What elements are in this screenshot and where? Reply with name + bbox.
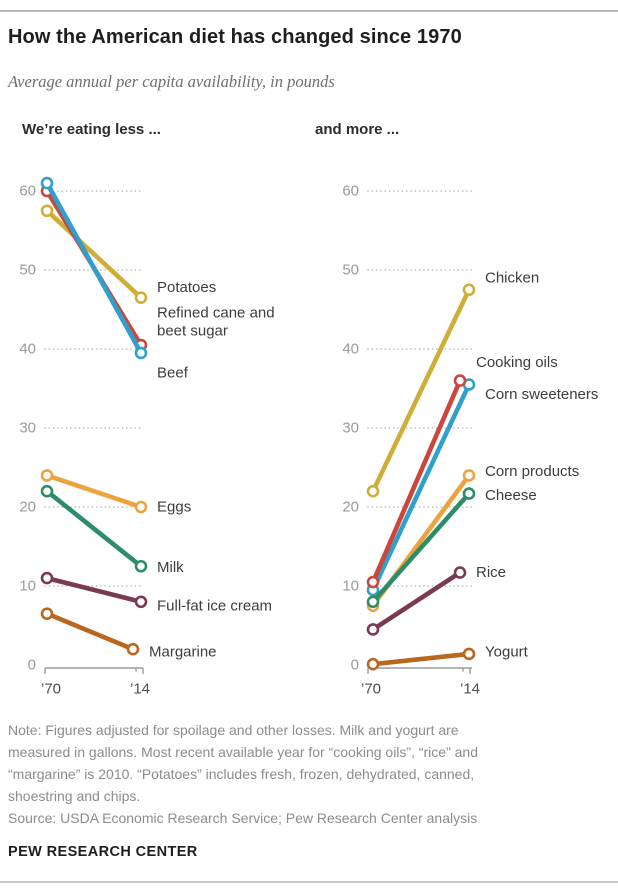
data-point-end-cooking-oils [453,374,467,387]
data-point-start-potatoes [40,204,54,218]
data-point-start-cheese [366,595,380,609]
data-point-end-corn-products [462,469,476,482]
series-label-rice: Rice [476,564,506,581]
series-line-beef [44,181,144,355]
y-tick-label: 50 [19,262,36,279]
y-tick-label: 10 [19,578,36,595]
series-line-corn-sweeteners [370,383,472,591]
series-label-beef: Beef [157,364,189,381]
series-line-cooking-oils [370,379,463,583]
y-tick-label: 20 [19,499,36,516]
series-label-eggs: Eggs [157,499,191,516]
x-tick-label: ’70 [41,681,61,698]
data-point-start-eggs [40,469,54,482]
series-line-cheese [371,492,471,604]
y-tick-label: 30 [342,420,359,437]
chart-heading-eating-less: We’re eating less ... [22,121,161,138]
data-point-end-yogurt [462,647,476,661]
data-point-start-chicken [366,484,380,498]
series-label-chicken: Chicken [485,269,539,286]
y-tick-label: 20 [342,499,359,516]
series-line-chicken [370,288,472,493]
y-tick-label: 50 [342,262,359,279]
note-line: Note: Figures adjusted for spoilage and … [8,722,459,738]
data-point-start-cooking-oils [366,575,380,589]
series-line-yogurt [372,651,470,667]
data-point-start-rice [366,623,380,636]
y-tick-label: 0 [28,657,36,674]
series-label-corn-sweeteners: Corn sweeteners [485,386,598,403]
data-point-end-chicken [462,283,476,297]
data-point-end-milk [134,559,148,573]
y-tick-label: 60 [19,183,36,200]
series-line-milk [45,489,143,569]
series-label-cheese: Cheese [485,487,537,504]
series-line-full-fat-ice-cream [46,575,142,605]
y-tick-label: 10 [342,578,359,595]
series-label-full-fat-ice-cream: Full-fat ice cream [157,597,272,614]
slope-chart-less: 0 10 20 30 40 50 60 ’70 ’14 Potatoes Refined cane … [19,176,275,698]
top-divider [0,10,618,12]
series-line-rice [371,570,462,632]
x-tick-label: ’14 [460,681,480,698]
series-label-margarine: Margarine [149,644,217,661]
x-tick-label: ’70 [361,681,381,698]
data-point-end-eggs [134,500,148,514]
page-title: How the American diet has changed since … [8,26,462,48]
data-point-start-milk [40,484,54,498]
note-line: shoestring and chips. [8,788,141,804]
data-point-start-beef [40,176,54,190]
slope-charts-canvas: 0 10 20 30 40 50 60 ’70 ’14 Potatoes Refined cane … [19,176,598,698]
series-label-milk: Milk [157,559,184,576]
data-point-start-full-fat-ice-cream [40,571,54,585]
pew-research-center-wordmark: PEW RESEARCH CENTER [8,844,198,860]
slope-chart-more: 0 10 20 30 40 50 60 ’70 ’14 Chicken Corn sweetener… [342,183,598,698]
note-line: measured in gallons. Most recent availab… [8,744,478,760]
page-subtitle: Average annual per capita availability, … [8,72,335,91]
data-point-start-yogurt [366,657,380,671]
bottom-divider [0,881,618,883]
data-point-end-rice [453,566,467,579]
series-line-margarine [46,611,134,652]
data-point-start-margarine [40,607,54,620]
note-block: Note: Figures adjusted for spoilage and … [8,719,608,829]
y-tick-label: 40 [342,341,359,358]
y-tick-label: 30 [19,420,36,437]
data-point-end-beef [134,346,148,360]
y-tick-label: 40 [19,341,36,358]
y-tick-label: 60 [342,183,359,200]
chart-heading-eating-more: and more ... [315,121,400,138]
data-point-end-margarine [126,642,140,656]
data-point-end-potatoes [134,291,148,304]
series-label-yogurt: Yogurt [485,643,529,660]
note-line: “margarine” is 2010. “Potatoes” includes… [8,766,475,782]
y-tick-label: 0 [351,657,359,674]
data-point-end-full-fat-ice-cream [134,595,148,609]
source-line: Source: USDA Economic Research Service; … [8,810,478,826]
series-label-corn-products: Corn products [485,463,579,480]
data-point-end-cheese [462,487,476,500]
series-label-cooking-oils: Cooking oils [476,354,558,371]
series-label-refined-cane-and-beet-sugar: Refined cane and [157,305,275,322]
x-tick-label: ’14 [130,681,150,698]
series-label-refined-cane-and-beet-sugar: beet sugar [157,323,228,340]
series-line-eggs [46,473,142,510]
series-label-potatoes: Potatoes [157,279,216,296]
series-line-potatoes [45,209,143,300]
